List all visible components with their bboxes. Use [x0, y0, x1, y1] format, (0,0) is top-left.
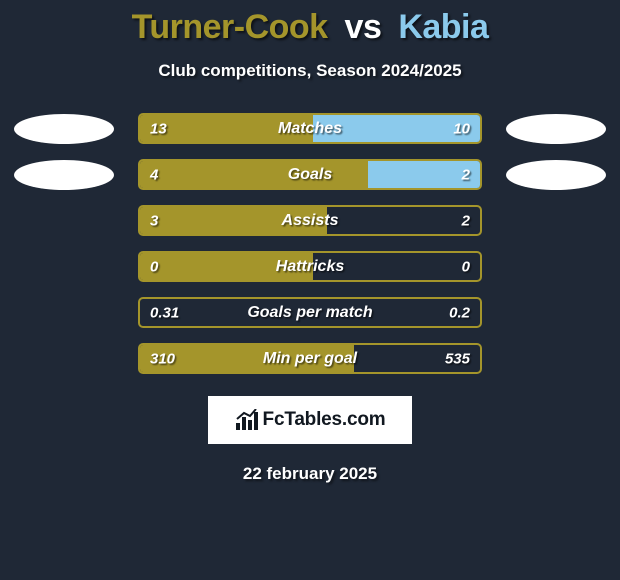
- player1-marker: [14, 160, 114, 190]
- stat-bar: 4 2 Goals: [138, 159, 482, 190]
- stat-label: Matches: [278, 120, 342, 138]
- logo-text: FcTables.com: [263, 409, 386, 431]
- stat-value-right: 2: [462, 212, 470, 229]
- stat-value-right: 2: [462, 166, 470, 183]
- stat-row: 0.31 0.2 Goals per match: [0, 297, 620, 328]
- stat-bar: 310 535 Min per goal: [138, 343, 482, 374]
- stat-value-right: 0: [462, 258, 470, 275]
- stat-row: 3 2 Assists: [0, 205, 620, 236]
- stat-value-right: 0.2: [449, 304, 470, 321]
- player2-marker: [506, 160, 606, 190]
- stat-value-left: 13: [150, 120, 167, 137]
- stat-bar: 0 0 Hattricks: [138, 251, 482, 282]
- stat-row: 310 535 Min per goal: [0, 343, 620, 374]
- title-player2: Kabia: [398, 8, 488, 46]
- stat-value-right: 535: [445, 350, 470, 367]
- stat-row: 0 0 Hattricks: [0, 251, 620, 282]
- subtitle: Club competitions, Season 2024/2025: [0, 61, 620, 81]
- bar-fill-left: [140, 161, 368, 188]
- stat-rows: 13 10 Matches 4 2 Goals 3 2 Assists 0 0 Hattricks 0.…: [0, 113, 620, 374]
- comparison-card: Turner-Cook vs Kabia Club competitions, …: [0, 0, 620, 484]
- date-text: 22 february 2025: [0, 464, 620, 484]
- stat-bar: 3 2 Assists: [138, 205, 482, 236]
- stat-label: Assists: [282, 212, 339, 230]
- stat-value-left: 310: [150, 350, 175, 367]
- stat-label: Goals: [288, 166, 332, 184]
- title-player1: Turner-Cook: [132, 8, 328, 46]
- stat-bar: 13 10 Matches: [138, 113, 482, 144]
- stat-value-left: 3: [150, 212, 158, 229]
- stat-label: Min per goal: [263, 350, 357, 368]
- fctables-logo[interactable]: FcTables.com: [208, 396, 412, 444]
- stat-value-left: 0: [150, 258, 158, 275]
- title: Turner-Cook vs Kabia: [0, 8, 620, 47]
- stat-label: Goals per match: [247, 304, 372, 322]
- stat-bar: 0.31 0.2 Goals per match: [138, 297, 482, 328]
- stat-label: Hattricks: [276, 258, 344, 276]
- stat-row: 4 2 Goals: [0, 159, 620, 190]
- player1-marker: [14, 114, 114, 144]
- bar-chart-icon: [235, 409, 259, 431]
- title-vs: vs: [345, 8, 382, 46]
- stat-value-left: 0.31: [150, 304, 179, 321]
- stat-value-right: 10: [453, 120, 470, 137]
- player2-marker: [506, 114, 606, 144]
- stat-value-left: 4: [150, 166, 158, 183]
- stat-row: 13 10 Matches: [0, 113, 620, 144]
